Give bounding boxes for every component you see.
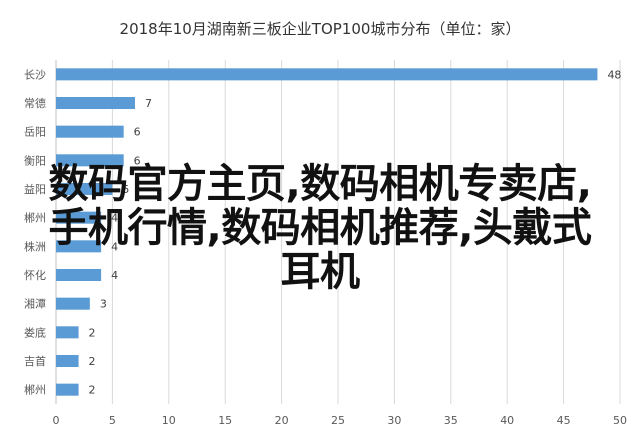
data-label: 48 — [607, 68, 621, 81]
bar — [56, 354, 79, 368]
chart-title: 2018年10月湖南新三板企业TOP100城市分布（单位：家） — [119, 20, 521, 38]
x-tick-label: 50 — [613, 414, 627, 427]
data-label: 6 — [134, 154, 141, 167]
overlay-text: 数码官方主页,数码相机专卖店, 手机行情,数码相机推荐,头戴式 耳机 — [0, 162, 640, 294]
category-label: 常德 — [24, 96, 46, 110]
data-label: 2 — [89, 326, 96, 339]
data-labels: 48 7 6 6 5 4 4 4 3 2 2 2 — [89, 68, 622, 396]
category-label: 长沙 — [24, 68, 46, 81]
x-tick-label: 40 — [500, 414, 514, 427]
data-label: 5 — [122, 183, 129, 196]
overlay-line-2: 手机行情,数码相机推荐,头戴式 — [48, 205, 592, 251]
bar — [56, 96, 135, 110]
data-label: 2 — [89, 384, 96, 397]
data-label: 4 — [111, 269, 118, 282]
data-label: 4 — [111, 240, 118, 253]
bar — [56, 68, 598, 81]
category-label: 吉首 — [24, 354, 46, 368]
category-label: 岳阳 — [24, 126, 46, 139]
category-label: 郴州 — [24, 383, 46, 397]
bar — [56, 240, 102, 253]
data-label: 4 — [111, 212, 118, 225]
overlay-line-3: 耳机 — [280, 249, 361, 295]
x-tick-label: 5 — [109, 414, 116, 427]
data-label: 3 — [100, 298, 107, 311]
x-tick-label: 35 — [444, 414, 458, 427]
category-label: 益阳 — [24, 182, 46, 196]
gridlines — [55, 60, 621, 404]
category-label: 衡阳 — [24, 154, 46, 167]
x-tick-labels: 0 5 10 15 20 25 30 35 40 45 50 — [53, 414, 628, 427]
category-label: 湘潭 — [24, 297, 46, 311]
bar — [56, 182, 113, 196]
x-tick-label: 10 — [162, 414, 176, 427]
category-label: 怀化 — [24, 268, 46, 282]
category-label: 株洲 — [24, 239, 46, 253]
x-tick-label: 30 — [387, 414, 401, 427]
category-label: 娄底 — [24, 325, 46, 339]
bar — [56, 326, 79, 339]
x-tick-label: 45 — [557, 414, 571, 427]
bar — [56, 125, 124, 138]
bar — [56, 211, 102, 224]
x-tick-label: 0 — [53, 414, 60, 427]
bar — [56, 297, 90, 310]
bar — [56, 154, 124, 167]
category-label: 郴州 — [24, 211, 46, 225]
x-tick-label: 15 — [218, 414, 232, 427]
overlay-line-1: 数码官方主页,数码相机专卖店, — [48, 161, 592, 207]
bar — [56, 268, 102, 282]
bar — [56, 383, 79, 396]
data-label: 6 — [134, 126, 141, 139]
x-tick-label: 25 — [331, 414, 345, 427]
x-tick-label: 20 — [275, 414, 289, 427]
bars — [56, 68, 598, 396]
data-label: 7 — [145, 97, 152, 110]
data-label: 2 — [89, 355, 96, 368]
